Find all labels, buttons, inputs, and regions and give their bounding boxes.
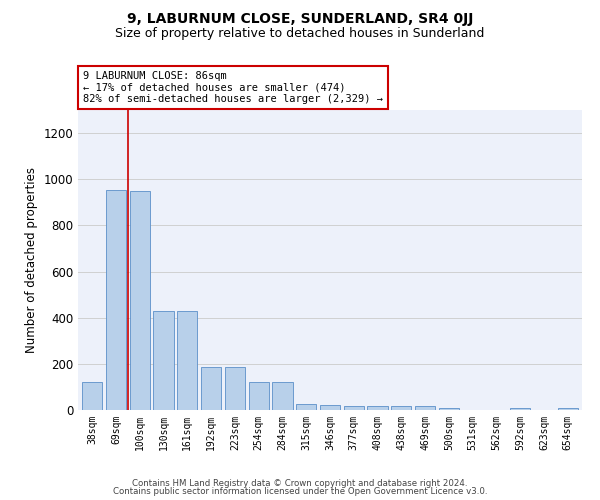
Bar xyxy=(225,368,245,410)
Bar xyxy=(248,382,269,410)
Bar xyxy=(154,311,173,410)
Bar xyxy=(344,406,364,410)
Bar xyxy=(201,368,221,410)
Bar xyxy=(82,382,103,410)
Bar xyxy=(320,406,340,410)
Text: 9, LABURNUM CLOSE, SUNDERLAND, SR4 0JJ: 9, LABURNUM CLOSE, SUNDERLAND, SR4 0JJ xyxy=(127,12,473,26)
Text: Size of property relative to detached houses in Sunderland: Size of property relative to detached ho… xyxy=(115,28,485,40)
Text: Contains HM Land Registry data © Crown copyright and database right 2024.: Contains HM Land Registry data © Crown c… xyxy=(132,478,468,488)
Bar xyxy=(557,408,578,410)
Y-axis label: Number of detached properties: Number of detached properties xyxy=(25,167,38,353)
Bar xyxy=(177,311,197,410)
Bar xyxy=(272,382,293,410)
Bar xyxy=(510,408,530,410)
Bar xyxy=(367,406,388,410)
Bar xyxy=(391,406,412,410)
Bar xyxy=(415,406,435,410)
Text: Contains public sector information licensed under the Open Government Licence v3: Contains public sector information licen… xyxy=(113,487,487,496)
Bar xyxy=(439,408,459,410)
Bar xyxy=(296,404,316,410)
Bar xyxy=(106,190,126,410)
Bar xyxy=(130,191,150,410)
Text: 9 LABURNUM CLOSE: 86sqm
← 17% of detached houses are smaller (474)
82% of semi-d: 9 LABURNUM CLOSE: 86sqm ← 17% of detache… xyxy=(83,71,383,104)
